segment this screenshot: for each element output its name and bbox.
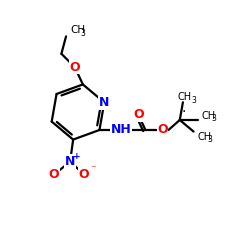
Text: ·: ·	[182, 105, 186, 119]
Text: CH: CH	[70, 26, 85, 36]
Text: O: O	[49, 168, 60, 181]
Text: N: N	[99, 96, 110, 109]
Text: O: O	[133, 108, 143, 121]
Text: 3: 3	[80, 29, 85, 38]
Text: NH: NH	[111, 124, 132, 136]
Text: +: +	[73, 152, 81, 161]
Text: CH: CH	[198, 132, 212, 141]
Text: ⁻: ⁻	[90, 164, 96, 174]
Text: 3: 3	[212, 114, 217, 124]
Text: O: O	[157, 124, 168, 136]
Text: O: O	[70, 61, 80, 74]
Text: 3: 3	[208, 135, 212, 144]
Text: O: O	[79, 168, 90, 181]
Text: N: N	[65, 155, 75, 168]
Text: CH: CH	[178, 92, 192, 102]
Text: 3: 3	[192, 96, 196, 105]
Text: CH: CH	[202, 111, 216, 121]
